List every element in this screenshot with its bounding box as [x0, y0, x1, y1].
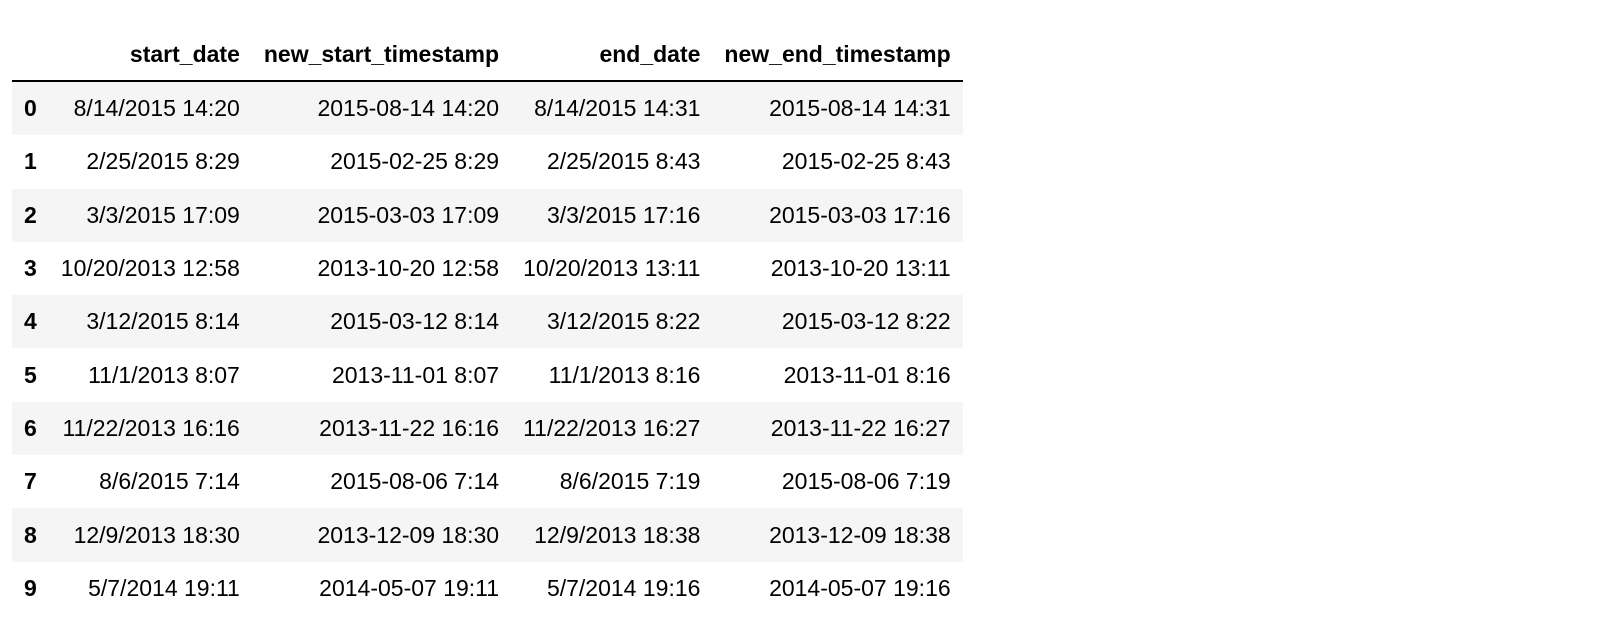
cell-end-date: 11/22/2013 16:27 [523, 414, 701, 441]
cell-start-date: 8/14/2015 14:20 [73, 95, 240, 122]
column-header-index [12, 28, 49, 82]
cell-new-start-timestamp: 2015-03-12 8:14 [330, 308, 500, 335]
cell-start-date: 11/1/2013 8:07 [88, 361, 240, 388]
cell-new-start-timestamp: 2015-03-03 17:09 [317, 201, 500, 228]
row-index: 5 [24, 361, 37, 388]
cell-start-date: 12/9/2013 18:30 [73, 521, 240, 548]
table-header: start_date new_start_timestamp end_date … [12, 28, 963, 82]
row-index: 3 [24, 255, 37, 282]
cell-end-date: 8/6/2015 7:19 [559, 468, 701, 495]
row-index: 7 [24, 468, 37, 495]
cell-new-end-timestamp: 2015-03-03 17:16 [769, 201, 951, 228]
table-row: 2 3/3/2015 17:09 2015-03-03 17:09 3/3/20… [12, 188, 963, 242]
cell-new-start-timestamp: 2013-11-22 16:16 [319, 414, 500, 441]
cell-new-start-timestamp: 2014-05-07 19:11 [319, 574, 500, 601]
cell-new-start-timestamp: 2015-08-06 7:14 [330, 468, 500, 495]
column-header-new-end-timestamp: new_end_timestamp [712, 28, 963, 82]
cell-end-date: 3/3/2015 17:16 [546, 201, 701, 228]
cell-new-start-timestamp: 2013-11-01 8:07 [331, 361, 500, 388]
cell-new-end-timestamp: 2015-02-25 8:43 [781, 148, 951, 175]
cell-end-date: 11/1/2013 8:16 [548, 361, 701, 388]
cell-new-end-timestamp: 2015-08-06 7:19 [781, 468, 951, 495]
column-header-start-date: start_date [48, 28, 252, 82]
row-index: 9 [24, 574, 37, 601]
table-row: 1 2/25/2015 8:29 2015-02-25 8:29 2/25/20… [12, 135, 963, 189]
table-row: 8 12/9/2013 18:30 2013-12-09 18:30 12/9/… [12, 508, 963, 562]
cell-new-end-timestamp: 2013-10-20 13:11 [770, 255, 951, 282]
cell-new-end-timestamp: 2015-08-14 14:31 [769, 95, 951, 122]
cell-new-end-timestamp: 2013-11-01 8:16 [783, 361, 951, 388]
column-header-new-start-timestamp: new_start_timestamp [251, 28, 512, 82]
cell-end-date: 12/9/2013 18:38 [534, 521, 701, 548]
row-index: 8 [24, 521, 37, 548]
table-body: 0 8/14/2015 14:20 2015-08-14 14:20 8/14/… [12, 81, 963, 615]
cell-start-date: 3/12/2015 8:14 [86, 308, 240, 335]
table-row: 6 11/22/2013 16:16 2013-11-22 16:16 11/2… [12, 401, 963, 456]
cell-start-date: 3/3/2015 17:09 [86, 201, 240, 228]
cell-new-end-timestamp: 2013-11-22 16:27 [770, 414, 951, 441]
row-index: 4 [24, 308, 37, 335]
cell-end-date: 3/12/2015 8:22 [546, 308, 701, 335]
table-row: 9 5/7/2014 19:11 2014-05-07 19:11 5/7/20… [12, 561, 963, 615]
dataframe-output: start_date new_start_timestamp end_date … [12, 28, 963, 615]
cell-end-date: 5/7/2014 19:16 [546, 574, 701, 601]
row-index: 1 [24, 148, 37, 175]
table-row: 0 8/14/2015 14:20 2015-08-14 14:20 8/14/… [12, 81, 963, 136]
column-header-end-date: end_date [511, 28, 713, 82]
table-row: 3 10/20/2013 12:58 2013-10-20 12:58 10/2… [12, 241, 963, 296]
header-row: start_date new_start_timestamp end_date … [12, 28, 963, 82]
row-index: 6 [24, 414, 37, 441]
cell-new-start-timestamp: 2013-10-20 12:58 [317, 255, 500, 282]
cell-end-date: 10/20/2013 13:11 [523, 255, 701, 282]
cell-start-date: 11/22/2013 16:16 [62, 414, 240, 441]
cell-new-start-timestamp: 2015-02-25 8:29 [330, 148, 500, 175]
cell-new-start-timestamp: 2013-12-09 18:30 [317, 521, 500, 548]
cell-end-date: 2/25/2015 8:43 [546, 148, 701, 175]
cell-start-date: 5/7/2014 19:11 [88, 574, 240, 601]
table-row: 4 3/12/2015 8:14 2015-03-12 8:14 3/12/20… [12, 295, 963, 349]
cell-new-end-timestamp: 2015-03-12 8:22 [781, 308, 951, 335]
dataframe-table: start_date new_start_timestamp end_date … [12, 28, 963, 615]
cell-new-end-timestamp: 2013-12-09 18:38 [769, 521, 951, 548]
row-index: 0 [24, 95, 37, 122]
cell-new-end-timestamp: 2014-05-07 19:16 [769, 574, 951, 601]
cell-new-start-timestamp: 2015-08-14 14:20 [317, 95, 500, 122]
cell-start-date: 2/25/2015 8:29 [86, 148, 240, 175]
cell-end-date: 8/14/2015 14:31 [534, 95, 701, 122]
row-index: 2 [24, 201, 37, 228]
cell-start-date: 10/20/2013 12:58 [60, 255, 240, 282]
table-row: 5 11/1/2013 8:07 2013-11-01 8:07 11/1/20… [12, 348, 963, 402]
table-row: 7 8/6/2015 7:14 2015-08-06 7:14 8/6/2015… [12, 455, 963, 509]
cell-start-date: 8/6/2015 7:14 [99, 468, 240, 495]
